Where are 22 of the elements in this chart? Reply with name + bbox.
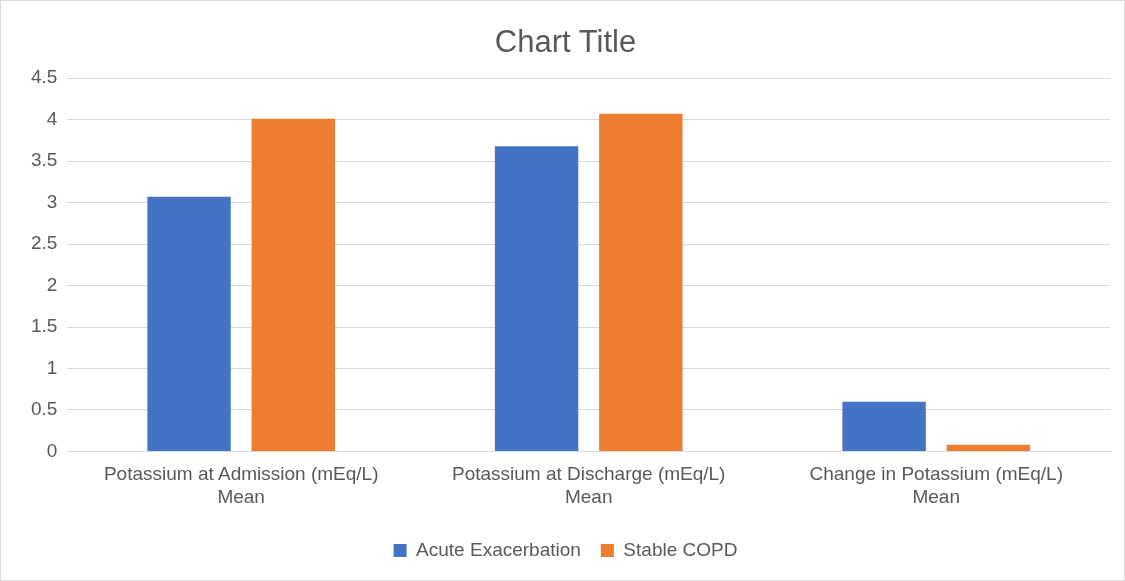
bar: [147, 196, 231, 451]
bar: [251, 118, 336, 451]
x-tick-label: Potassium at Discharge (mEq/L) Mean: [451, 463, 726, 507]
bar: [494, 146, 579, 451]
x-tick-label: Potassium at Admission (mEq/L) Mean: [103, 463, 379, 507]
y-tick-label: 2.5: [30, 232, 58, 254]
y-tick-label: 3: [46, 190, 58, 212]
y-tick-label: 1.5: [30, 315, 58, 337]
y-tick-label: 0.5: [30, 398, 58, 420]
bar: [599, 113, 683, 451]
legend-label: Stable COPD: [623, 538, 738, 560]
y-tick-label: 4: [46, 107, 58, 129]
bar: [946, 444, 1031, 451]
bar: [842, 401, 926, 451]
y-tick-label: 0: [46, 439, 58, 461]
x-tick-label: Change in Potassium (mEq/L) Mean: [809, 463, 1063, 507]
y-tick-label: 1: [46, 356, 58, 378]
y-tick-label: 2: [46, 273, 58, 295]
chart-title: Chart Title: [494, 24, 637, 60]
legend-label: Acute Exacerbation: [416, 538, 581, 560]
y-tick-label: 4.5: [30, 66, 58, 88]
y-tick-label: 3.5: [30, 149, 58, 171]
